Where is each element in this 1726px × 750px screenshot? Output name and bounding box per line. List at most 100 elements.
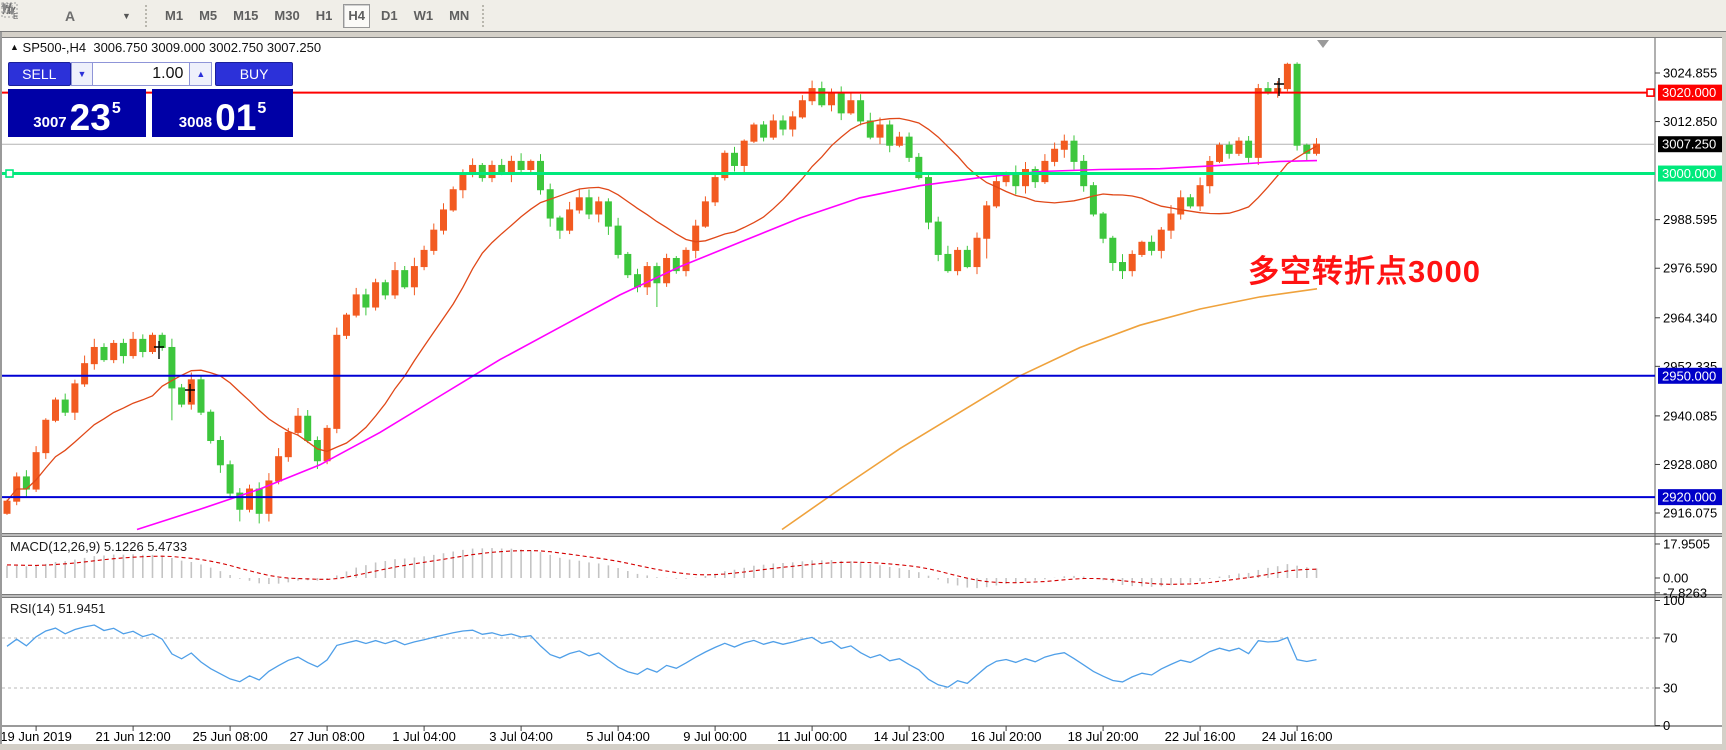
- time-axis-label: 27 Jun 08:00: [290, 729, 365, 744]
- sell-button[interactable]: SELL: [8, 62, 71, 86]
- candle-body: [139, 338, 147, 353]
- candle-body: [275, 456, 283, 482]
- candle-body: [857, 100, 865, 122]
- candle-body: [323, 427, 331, 462]
- candle-body: [381, 282, 389, 296]
- collapse-arrow-icon[interactable]: ▲: [10, 42, 19, 52]
- price-badge-label: 2950.000: [1662, 368, 1716, 383]
- time-axis-label: 9 Jul 00:00: [683, 729, 747, 744]
- candle-body: [546, 189, 554, 219]
- sell-price-small: 3007: [33, 114, 67, 131]
- candle-body: [847, 100, 855, 114]
- candle-body: [556, 217, 564, 231]
- time-axis-label: 1 Jul 04:00: [392, 729, 456, 744]
- buy-price-display[interactable]: 3008 01 5: [152, 89, 293, 137]
- candle-body: [149, 334, 156, 353]
- text-box-icon[interactable]: T: [1, 2, 109, 27]
- candle-body: [566, 209, 574, 231]
- window-top-strip: [0, 32, 1726, 37]
- price-badge-label: 3000.000: [1662, 166, 1716, 181]
- price-axis-tick-label: 2940.085: [1663, 408, 1717, 423]
- candle-body: [701, 201, 709, 227]
- price-axis-tick-label: 2976.590: [1663, 261, 1717, 276]
- ma-fast-line: [6, 117, 1317, 502]
- candle-body: [1254, 88, 1262, 158]
- candle-body: [886, 124, 894, 146]
- chart-shift-marker-icon: [1317, 40, 1329, 48]
- volume-up-button[interactable]: ▲: [189, 62, 213, 86]
- volume-down-button[interactable]: ▼: [70, 62, 94, 86]
- candle-body: [1293, 63, 1301, 146]
- candle-body: [1099, 213, 1107, 239]
- candle-body: [430, 229, 438, 251]
- candle-body: [983, 205, 991, 239]
- candle-body: [963, 249, 971, 268]
- buy-price-sup: 5: [257, 100, 267, 117]
- price-badge-label: 3020.000: [1662, 85, 1716, 100]
- price-badge-label: 2920.000: [1662, 490, 1716, 505]
- timeframe-button-mn[interactable]: MN: [449, 8, 470, 23]
- panel-separator: [0, 533, 1726, 535]
- candle-body: [575, 197, 583, 211]
- candle-body: [1167, 213, 1175, 231]
- volume-input[interactable]: [93, 62, 190, 86]
- window-bottom-strip: [0, 744, 1726, 750]
- candle-body: [1070, 140, 1078, 162]
- candle-body: [420, 249, 428, 268]
- candle-body: [1177, 197, 1185, 215]
- time-axis-label: 21 Jun 12:00: [96, 729, 171, 744]
- candle-body: [207, 411, 215, 442]
- timeframe-button-w1[interactable]: W1: [413, 8, 434, 23]
- candle-body: [992, 181, 1000, 207]
- timeframe-button-h1[interactable]: H1: [315, 8, 333, 23]
- candle-body: [352, 294, 360, 316]
- candle-body: [1119, 262, 1126, 272]
- time-axis-label: 19 Jun 2019: [0, 729, 72, 744]
- window-right-strip[interactable]: [1722, 32, 1726, 750]
- candle-body: [168, 346, 176, 389]
- price-badge: [1658, 489, 1724, 506]
- sell-price-display[interactable]: 3007 23 5: [8, 89, 146, 137]
- candle-body: [643, 266, 651, 288]
- candle-body: [81, 363, 89, 385]
- macd-signal-line: [6, 550, 1317, 585]
- text-label-icon[interactable]: A: [64, 7, 76, 24]
- timeframe-button-m30[interactable]: M30: [274, 8, 300, 23]
- ma-mid-line: [136, 159, 1318, 531]
- timeframe-button-d1[interactable]: D1: [380, 8, 398, 23]
- sell-price-big: 23: [69, 96, 111, 138]
- candle-body: [1157, 229, 1165, 251]
- candle-body: [1245, 140, 1253, 158]
- price-marker-cross: [1274, 78, 1284, 96]
- candle-body: [226, 464, 234, 494]
- timeframe-button-m1[interactable]: M1: [165, 8, 184, 23]
- candle-body: [779, 120, 787, 130]
- candle-body: [3, 500, 11, 514]
- grid-f-icon[interactable]: F: [3, 3, 53, 27]
- candle-body: [1051, 148, 1059, 162]
- rsi-axis-label: 0: [1663, 718, 1670, 733]
- candle-body: [333, 334, 341, 429]
- chart-frame-top: [0, 37, 1726, 38]
- candle-body: [284, 431, 292, 458]
- candle-body: [925, 177, 932, 223]
- price-axis-tick-label: 2916.075: [1663, 506, 1717, 521]
- candle-body: [304, 415, 312, 442]
- buy-button[interactable]: BUY: [215, 62, 293, 86]
- candle-body: [1012, 173, 1020, 187]
- candle-body: [876, 124, 884, 138]
- candle-body: [507, 160, 515, 175]
- candle-body: [216, 440, 224, 466]
- candle-body: [760, 124, 768, 138]
- timeframe-button-m5[interactable]: M5: [199, 8, 218, 23]
- candle-body: [954, 249, 962, 272]
- timeframe-button-m15[interactable]: M15: [233, 8, 259, 23]
- objects-arrows-icon[interactable]: ▼: [1, 3, 137, 27]
- ma-slow-line: [781, 288, 1318, 531]
- timeframe-button-h4[interactable]: H4: [343, 3, 370, 28]
- price-badge: [1658, 136, 1724, 153]
- candle-body: [119, 342, 127, 357]
- candle-body: [1186, 197, 1194, 207]
